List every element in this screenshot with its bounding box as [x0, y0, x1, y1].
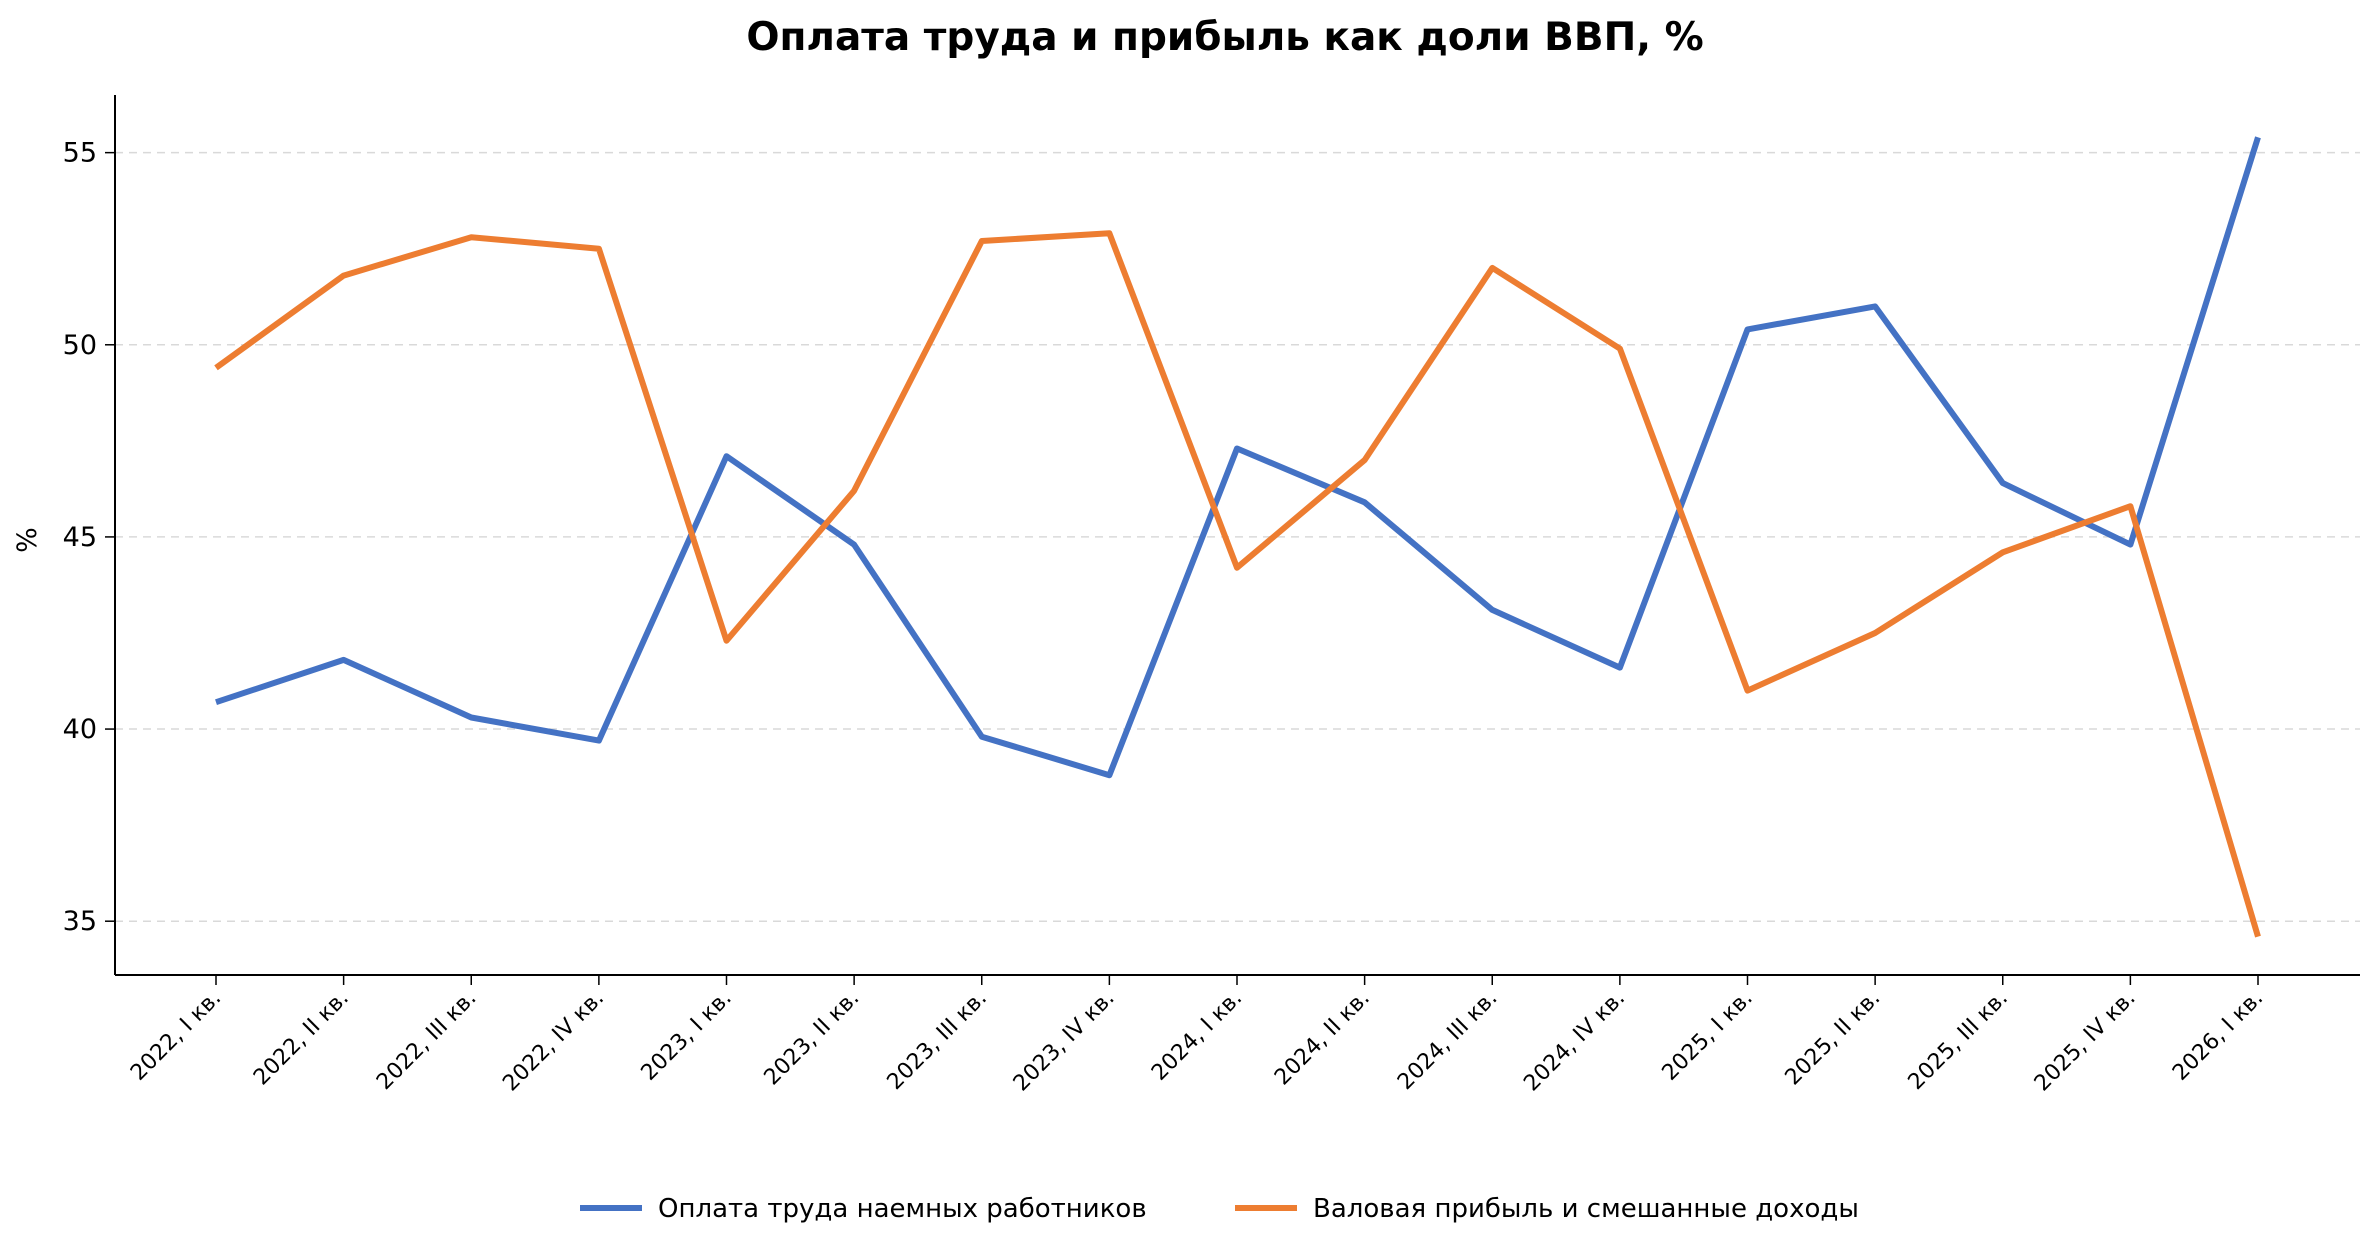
- x-tick-label: 2025, II кв.: [1781, 986, 1886, 1091]
- legend-label: Валовая прибыль и смешанные доходы: [1313, 1194, 1859, 1224]
- x-tick-label: 2024, IV кв.: [1519, 986, 1630, 1097]
- y-tick-label: 35: [63, 906, 97, 937]
- x-tick-label: 2022, I кв.: [126, 986, 226, 1086]
- x-tick-label: 2023, II кв.: [760, 986, 865, 1091]
- series-line-2: [214, 230, 2261, 938]
- x-tick-label: 2023, III кв.: [883, 986, 992, 1095]
- x-tick-label: 2026, I кв.: [2168, 986, 2268, 1086]
- legend: Оплата труда наемных работников Валовая п…: [580, 1194, 1859, 1224]
- x-tick-label: 2023, I кв.: [637, 986, 737, 1086]
- chart-title: Оплата труда и прибыль как доли ВВП, %: [746, 15, 1703, 60]
- x-tick-label: 2024, I кв.: [1147, 986, 1247, 1086]
- x-tick-label: 2024, III кв.: [1393, 986, 1502, 1095]
- y-tick-label: 40: [63, 714, 97, 745]
- x-tick-label: 2025, III кв.: [1904, 986, 2013, 1095]
- x-tick-label: 2023, IV кв.: [1009, 986, 1120, 1097]
- x-tick-label: 2022, II кв.: [249, 986, 354, 1091]
- series-lines: [214, 136, 2261, 938]
- x-tick-label: 2022, IV кв.: [498, 986, 609, 1097]
- legend-label: Оплата труда наемных работников: [658, 1194, 1147, 1224]
- gridlines: [115, 151, 2360, 922]
- series-line-1: [215, 136, 2261, 779]
- x-tick-label: 2025, I кв.: [1658, 986, 1758, 1086]
- y-tick-label: 45: [63, 522, 97, 553]
- y-tick-label: 50: [63, 330, 97, 361]
- x-tick-label: 2022, III кв.: [372, 986, 481, 1095]
- y-axis-label: %: [12, 527, 43, 553]
- x-tick-label: 2025, IV кв.: [2030, 986, 2141, 1097]
- x-tick-label: 2024, II кв.: [1270, 986, 1375, 1091]
- y-tick-label: 55: [63, 138, 97, 169]
